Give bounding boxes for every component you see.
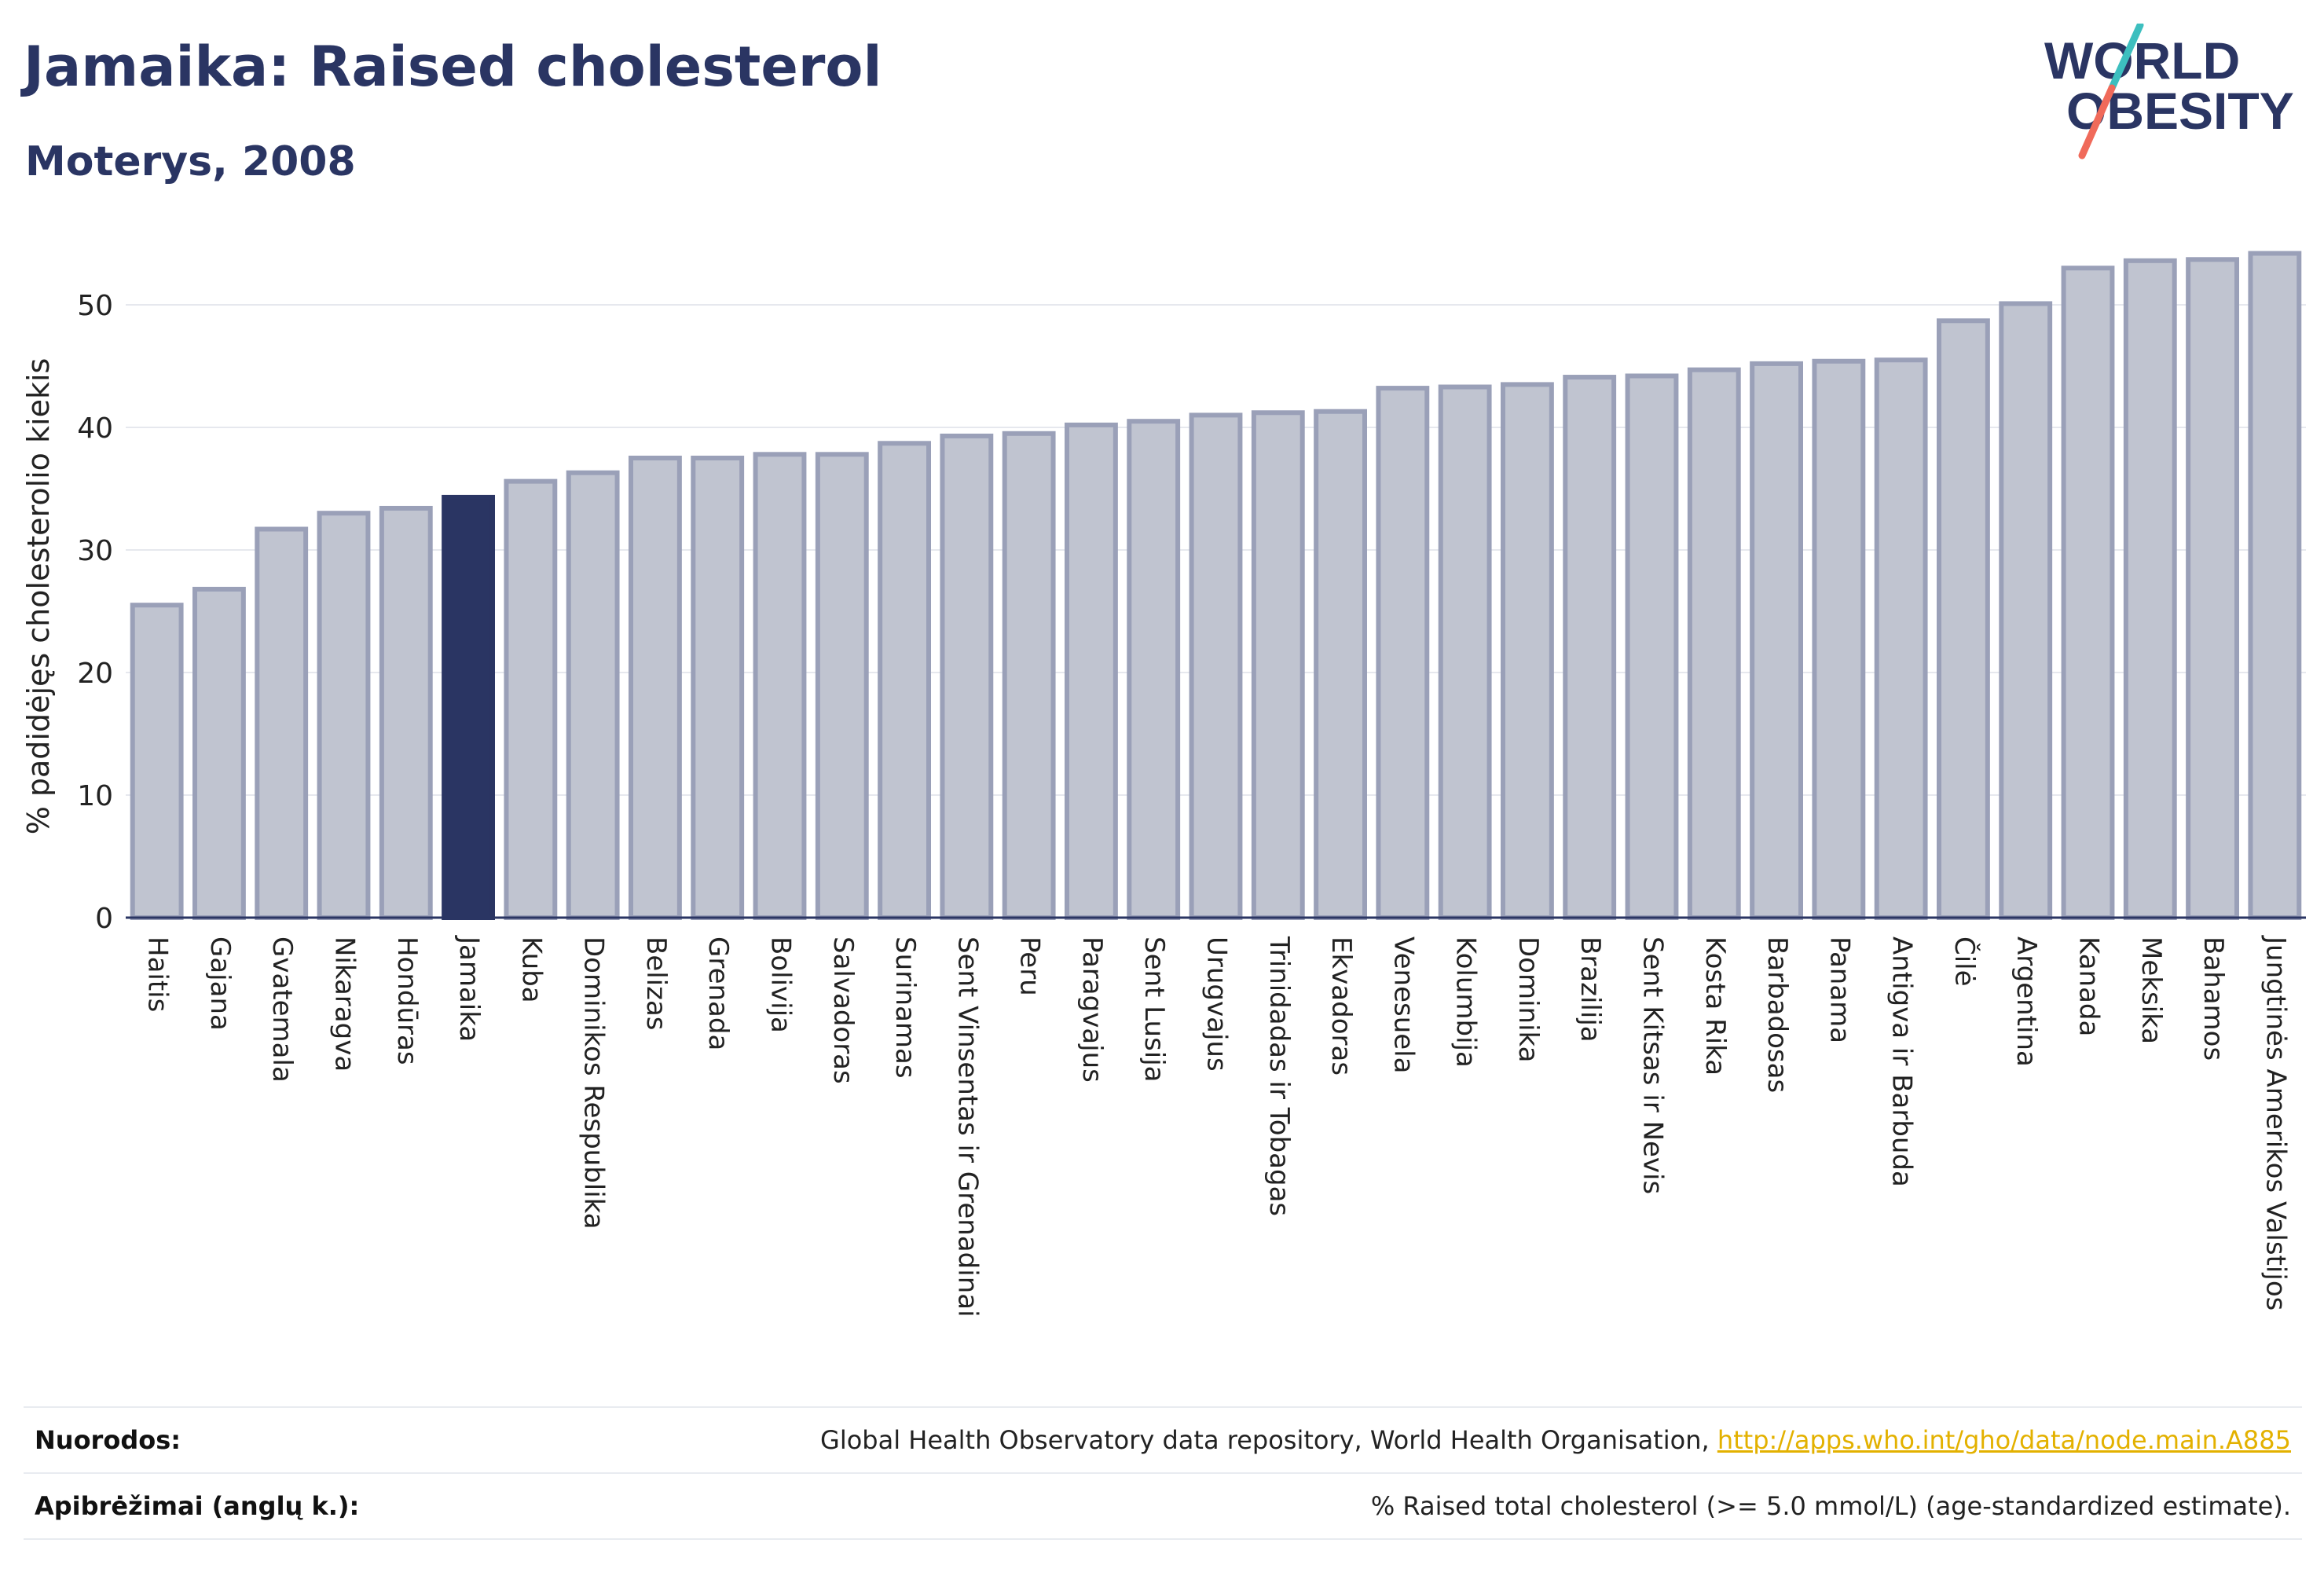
- bar[interactable]: [379, 505, 433, 920]
- bar[interactable]: [1625, 373, 1679, 921]
- y-tick-label: 40: [77, 412, 113, 445]
- x-tick-label: Nikaragva: [329, 936, 361, 1072]
- bar[interactable]: [1999, 301, 2053, 920]
- references-value: Global Health Observatory data repositor…: [820, 1425, 2291, 1455]
- logo-slash-coral: [2078, 84, 2116, 159]
- definitions-label: Apibrėžimai (anglų k.):: [35, 1491, 360, 1521]
- x-tick-label: Antigva ir Barbuda: [1886, 936, 1918, 1187]
- references-row: Nuorodos: Global Health Observatory data…: [24, 1406, 2302, 1472]
- bar[interactable]: [1438, 384, 1492, 920]
- x-tick-label: Kolumbija: [1450, 936, 1482, 1068]
- bar[interactable]: [1127, 419, 1181, 920]
- bar[interactable]: [878, 441, 931, 920]
- x-tick-label: Kuba: [515, 936, 547, 1003]
- x-tick-label: Brazilija: [1574, 936, 1606, 1043]
- bar[interactable]: [2186, 257, 2239, 920]
- bar[interactable]: [2248, 251, 2302, 921]
- x-tick-label: Hondūras: [391, 936, 423, 1065]
- bar[interactable]: [566, 470, 620, 920]
- bar[interactable]: [1687, 367, 1741, 920]
- x-tick-label: Urugvajus: [1201, 936, 1233, 1072]
- x-tick-label: Meksika: [2135, 936, 2167, 1044]
- bar[interactable]: [1750, 361, 1803, 920]
- y-tick-label: 50: [77, 290, 113, 322]
- bar[interactable]: [1314, 409, 1367, 920]
- references-text: Global Health Observatory data repositor…: [820, 1425, 1717, 1455]
- y-axis-label: % padidėjęs cholesterolio kiekis: [21, 358, 56, 835]
- bar[interactable]: [1563, 375, 1617, 921]
- x-tick-label: Haitis: [142, 936, 174, 1012]
- x-tick-label: Argentina: [2011, 936, 2042, 1067]
- x-tick-label: Bahamos: [2198, 936, 2229, 1061]
- bars: [130, 251, 2302, 921]
- x-tick-label: Dominika: [1512, 936, 1544, 1062]
- x-tick-label: Sent Lusija: [1138, 936, 1170, 1083]
- x-tick-label: Kanada: [2073, 936, 2105, 1036]
- bar[interactable]: [1189, 412, 1243, 920]
- bar[interactable]: [1937, 318, 1990, 920]
- bar[interactable]: [255, 526, 309, 920]
- y-axis-ticks: 0 10 20 30 40 50: [77, 290, 113, 935]
- x-tick-label: Ekvadoras: [1325, 936, 1357, 1076]
- bar-chart: 0 10 20 30 40 50 Haitis Gajana Gvatemala Nikarag…: [21, 251, 2306, 1318]
- bar[interactable]: [1812, 358, 1866, 920]
- x-tick-label: Paragvajus: [1076, 936, 1108, 1083]
- x-tick-label: Salvadoras: [827, 936, 859, 1084]
- x-tick-label: Bolivija: [765, 936, 797, 1033]
- bar[interactable]: [940, 433, 994, 920]
- bar[interactable]: [504, 478, 558, 920]
- y-tick-label: 30: [77, 535, 113, 567]
- bar[interactable]: [442, 494, 495, 920]
- x-tick-label: Jungtinės Amerikos Valstijos: [2260, 935, 2291, 1310]
- bar[interactable]: [1874, 357, 1928, 920]
- references-link[interactable]: http://apps.who.int/gho/data/node.main.A…: [1717, 1425, 2291, 1455]
- x-tick-label: Panama: [1824, 936, 1855, 1043]
- x-tick-label: Surinamas: [889, 936, 921, 1079]
- y-tick-label: 20: [77, 658, 113, 690]
- x-tick-label: Trinidadas ir Tobagas: [1263, 936, 1295, 1216]
- logo-text-world: WORLD: [2044, 31, 2240, 90]
- bar[interactable]: [130, 603, 184, 920]
- x-tick-label: Jamaika: [453, 935, 485, 1042]
- chart-subtitle: Moterys, 2008: [25, 138, 356, 185]
- bar[interactable]: [2123, 258, 2177, 920]
- world-obesity-logo: WORLD OBESITY: [2044, 24, 2294, 159]
- x-axis-ticks: Haitis Gajana Gvatemala Nikaragva Hondūras Ja…: [142, 935, 2292, 1318]
- source-table: Nuorodos: Global Health Observatory data…: [24, 1406, 2302, 1540]
- bar[interactable]: [1002, 431, 1056, 920]
- bar[interactable]: [317, 511, 371, 920]
- bar[interactable]: [192, 586, 246, 920]
- bar[interactable]: [753, 452, 807, 920]
- definitions-row: Apibrėžimai (anglų k.): % Raised total c…: [24, 1472, 2302, 1540]
- x-tick-label: Belizas: [640, 936, 672, 1031]
- definitions-value: % Raised total cholesterol (>= 5.0 mmol/…: [1370, 1491, 2291, 1521]
- x-tick-label: Grenada: [702, 936, 734, 1050]
- bar[interactable]: [1065, 422, 1118, 920]
- x-tick-label: Venesuela: [1387, 936, 1419, 1073]
- x-tick-label: Sent Vinsentas ir Grenadinai: [951, 936, 983, 1318]
- bar[interactable]: [1251, 410, 1305, 920]
- x-tick-label: Barbadosas: [1761, 936, 1793, 1093]
- bar[interactable]: [815, 452, 869, 920]
- x-tick-label: Čilė: [1948, 936, 1981, 987]
- bar[interactable]: [2061, 266, 2115, 920]
- bar[interactable]: [691, 456, 745, 920]
- bar[interactable]: [629, 456, 682, 920]
- y-tick-label: 0: [95, 903, 113, 935]
- x-tick-label: Gajana: [204, 936, 236, 1031]
- x-tick-label: Gvatemala: [266, 936, 298, 1083]
- x-tick-label: Dominikos Respublika: [578, 936, 610, 1230]
- x-tick-label: Kosta Rika: [1699, 936, 1731, 1076]
- x-tick-label: Sent Kitsas ir Nevis: [1637, 936, 1669, 1194]
- bar[interactable]: [1501, 382, 1554, 920]
- y-tick-label: 10: [77, 780, 113, 812]
- references-label: Nuorodos:: [35, 1425, 181, 1455]
- chart-title: Jamaika: Raised cholesterol: [24, 35, 882, 99]
- bar[interactable]: [1376, 386, 1430, 920]
- logo-slash-teal: [2108, 24, 2144, 92]
- x-tick-label: Peru: [1014, 936, 1046, 996]
